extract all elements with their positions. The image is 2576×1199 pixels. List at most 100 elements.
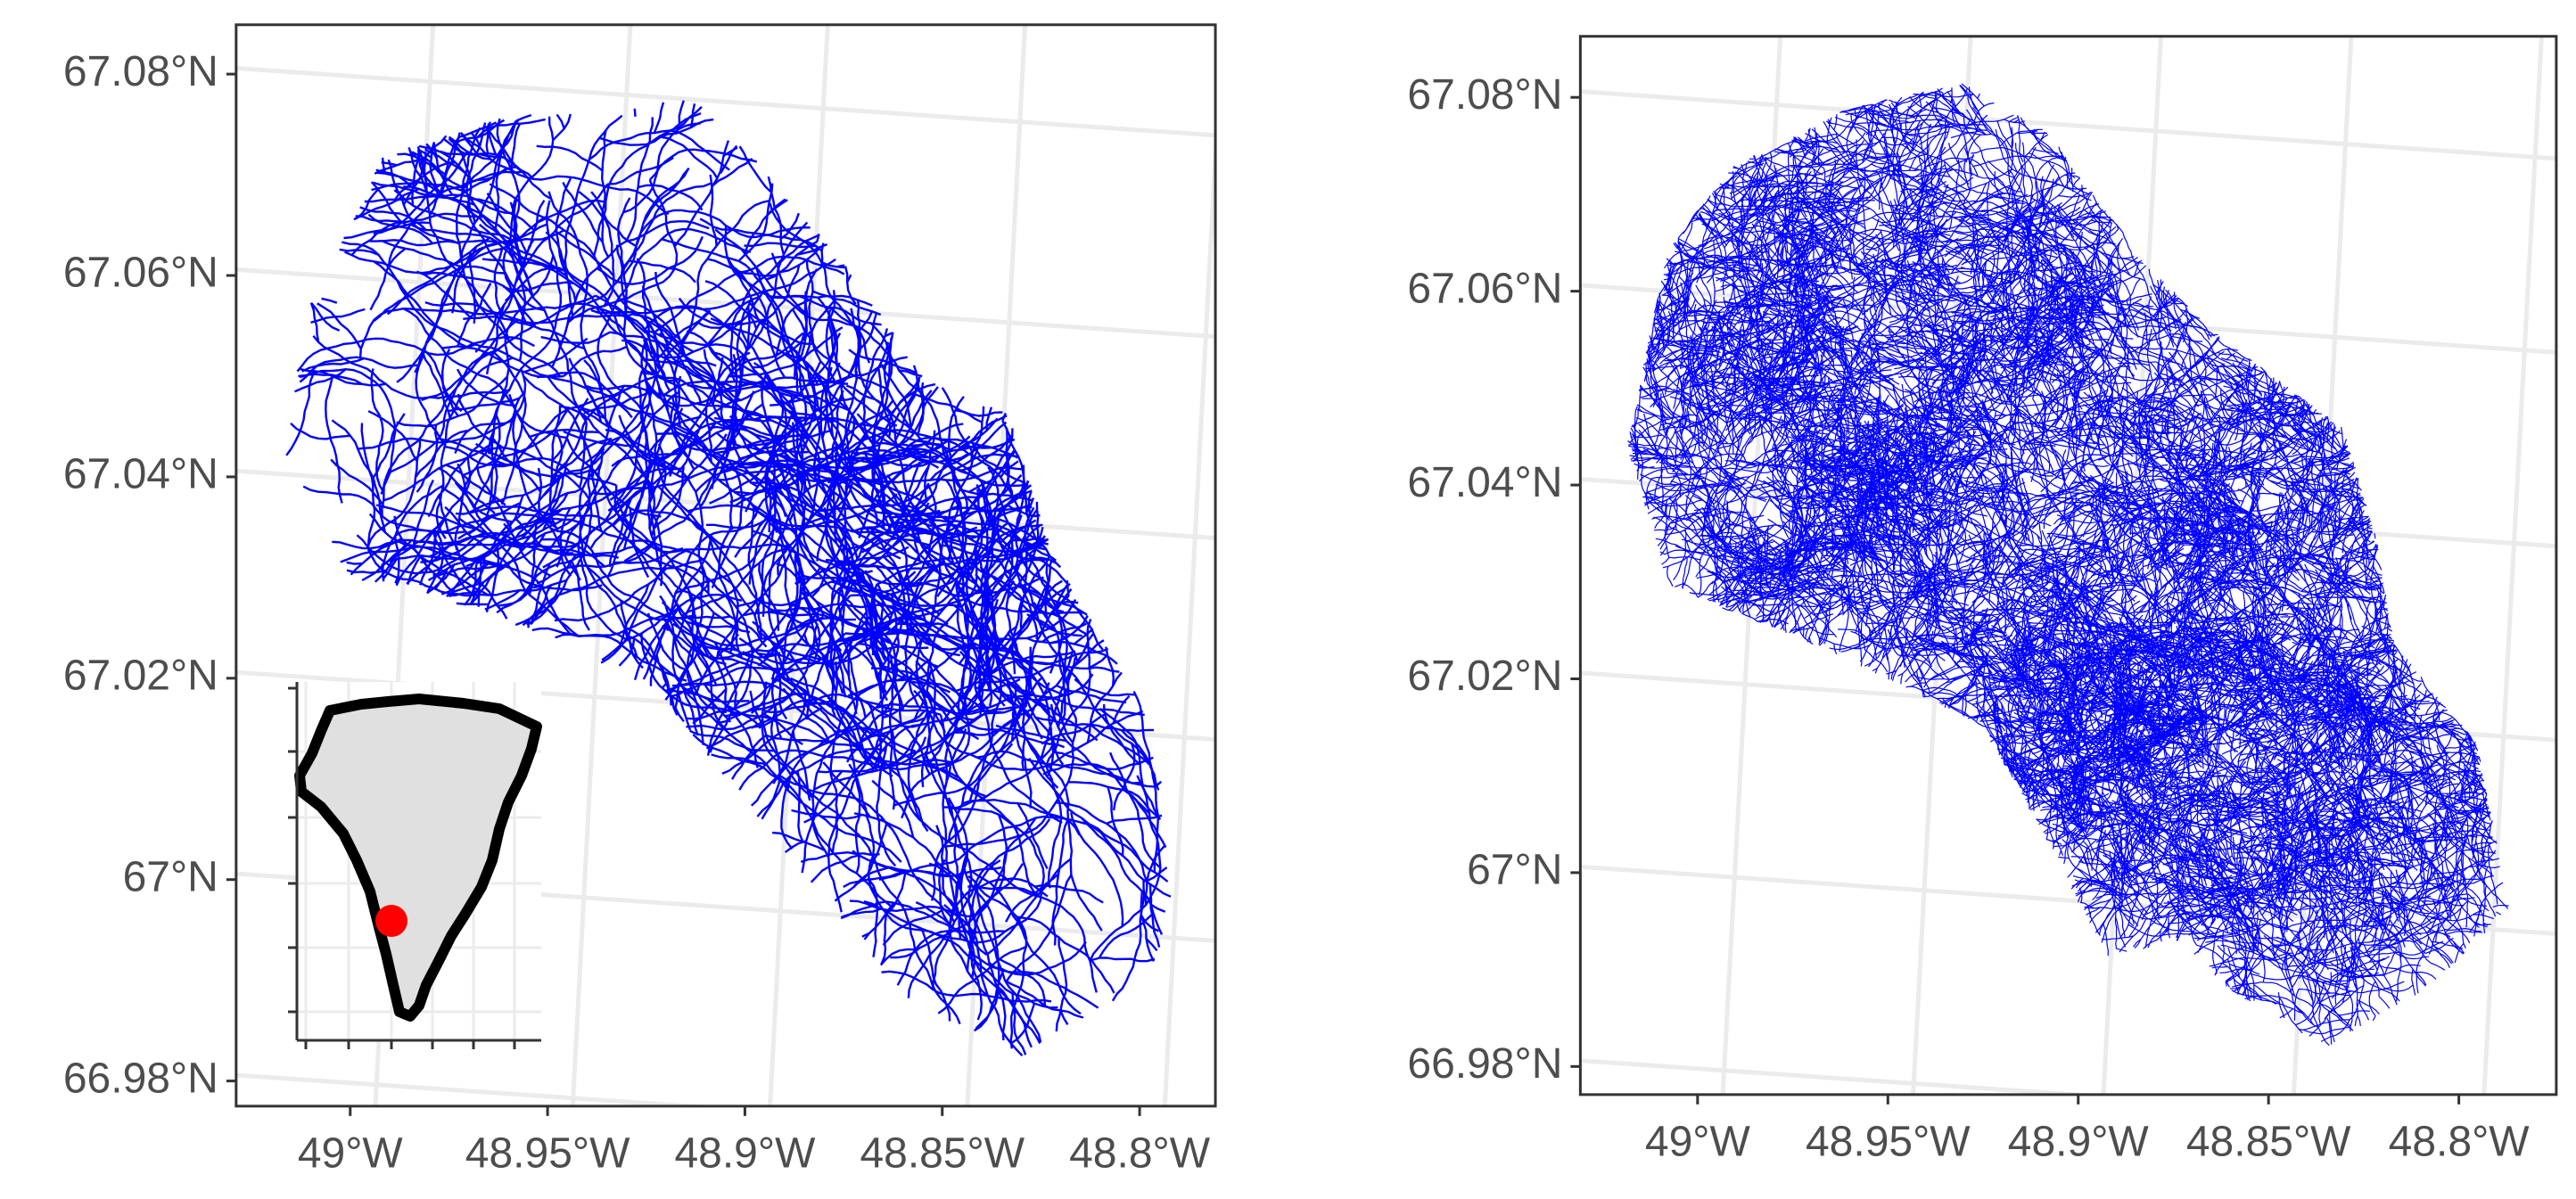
stream [1856, 333, 1872, 428]
stream [2010, 562, 2041, 576]
stream [432, 142, 454, 196]
stream [523, 337, 588, 374]
stream [995, 724, 1067, 743]
stream [659, 332, 754, 421]
stream [692, 734, 902, 863]
stream [944, 895, 988, 956]
stream [1872, 253, 1886, 284]
stream [1004, 979, 1084, 1019]
stream [2370, 785, 2399, 832]
stream [844, 371, 876, 489]
stream [774, 648, 788, 720]
stream [862, 450, 908, 510]
stream [2226, 352, 2235, 360]
stream [1132, 690, 1160, 873]
stream [369, 247, 407, 311]
stream [2384, 685, 2404, 712]
stream [1667, 576, 1674, 587]
stream [512, 414, 558, 530]
stream [598, 118, 714, 146]
stream [621, 297, 680, 341]
stream [381, 347, 501, 517]
stream [1043, 556, 1054, 620]
stream [551, 385, 633, 482]
stream [396, 270, 457, 383]
stream [870, 382, 936, 524]
stream [460, 119, 519, 260]
stream [360, 423, 376, 550]
stream [1029, 656, 1057, 721]
stream [1654, 526, 1675, 531]
stream [2340, 581, 2388, 604]
stream [427, 564, 498, 581]
stream [2010, 351, 2062, 366]
stream [434, 568, 449, 590]
stream [455, 127, 562, 378]
stream [959, 869, 975, 940]
stream [790, 677, 875, 769]
stream [419, 517, 447, 586]
stream [542, 461, 568, 530]
stream [622, 182, 712, 268]
stream [2156, 279, 2162, 301]
stream [881, 970, 1052, 1003]
stream [374, 544, 407, 583]
stream [2109, 518, 2142, 526]
stream [633, 108, 637, 117]
stream [369, 239, 498, 247]
stream [563, 430, 634, 448]
stream [555, 177, 577, 302]
stream [760, 632, 827, 661]
stream [852, 850, 960, 916]
stream [2003, 578, 2016, 609]
stream [456, 368, 516, 407]
stream [708, 537, 744, 659]
stream [622, 122, 701, 214]
stream [2372, 801, 2404, 809]
stream [1751, 532, 1800, 555]
stream [416, 270, 473, 319]
stream [1952, 627, 1957, 660]
stream [463, 554, 486, 606]
stream [298, 368, 397, 495]
stream [879, 948, 916, 966]
stream [766, 198, 786, 217]
stream [515, 113, 532, 122]
stream [997, 957, 1047, 1007]
stream [424, 300, 638, 324]
stream [898, 436, 1019, 459]
stream [1797, 141, 1818, 168]
stream [2075, 175, 2081, 179]
stream [409, 151, 424, 163]
stream [1025, 497, 1035, 513]
stream [773, 580, 855, 681]
stream [738, 145, 772, 193]
stream [896, 929, 1006, 986]
stream [613, 485, 790, 554]
stream [730, 734, 767, 780]
stream [982, 564, 1049, 669]
stream [2012, 569, 2033, 619]
stream [423, 151, 510, 341]
stream [331, 419, 387, 533]
stream [673, 525, 778, 595]
stream [1014, 509, 1038, 571]
stream [947, 646, 1032, 842]
stream [687, 504, 875, 595]
stream [394, 529, 466, 538]
stream [1073, 628, 1094, 645]
stream [653, 102, 665, 134]
stream [559, 507, 572, 577]
stream [710, 317, 819, 386]
stream [820, 260, 845, 269]
stream [2155, 281, 2164, 296]
stream [301, 357, 365, 373]
stream [373, 260, 468, 349]
stream [1667, 566, 1669, 578]
stream [2046, 838, 2062, 846]
stream [2357, 1015, 2361, 1026]
stream [1900, 263, 1930, 279]
stream [1071, 633, 1094, 669]
stream [852, 719, 893, 777]
